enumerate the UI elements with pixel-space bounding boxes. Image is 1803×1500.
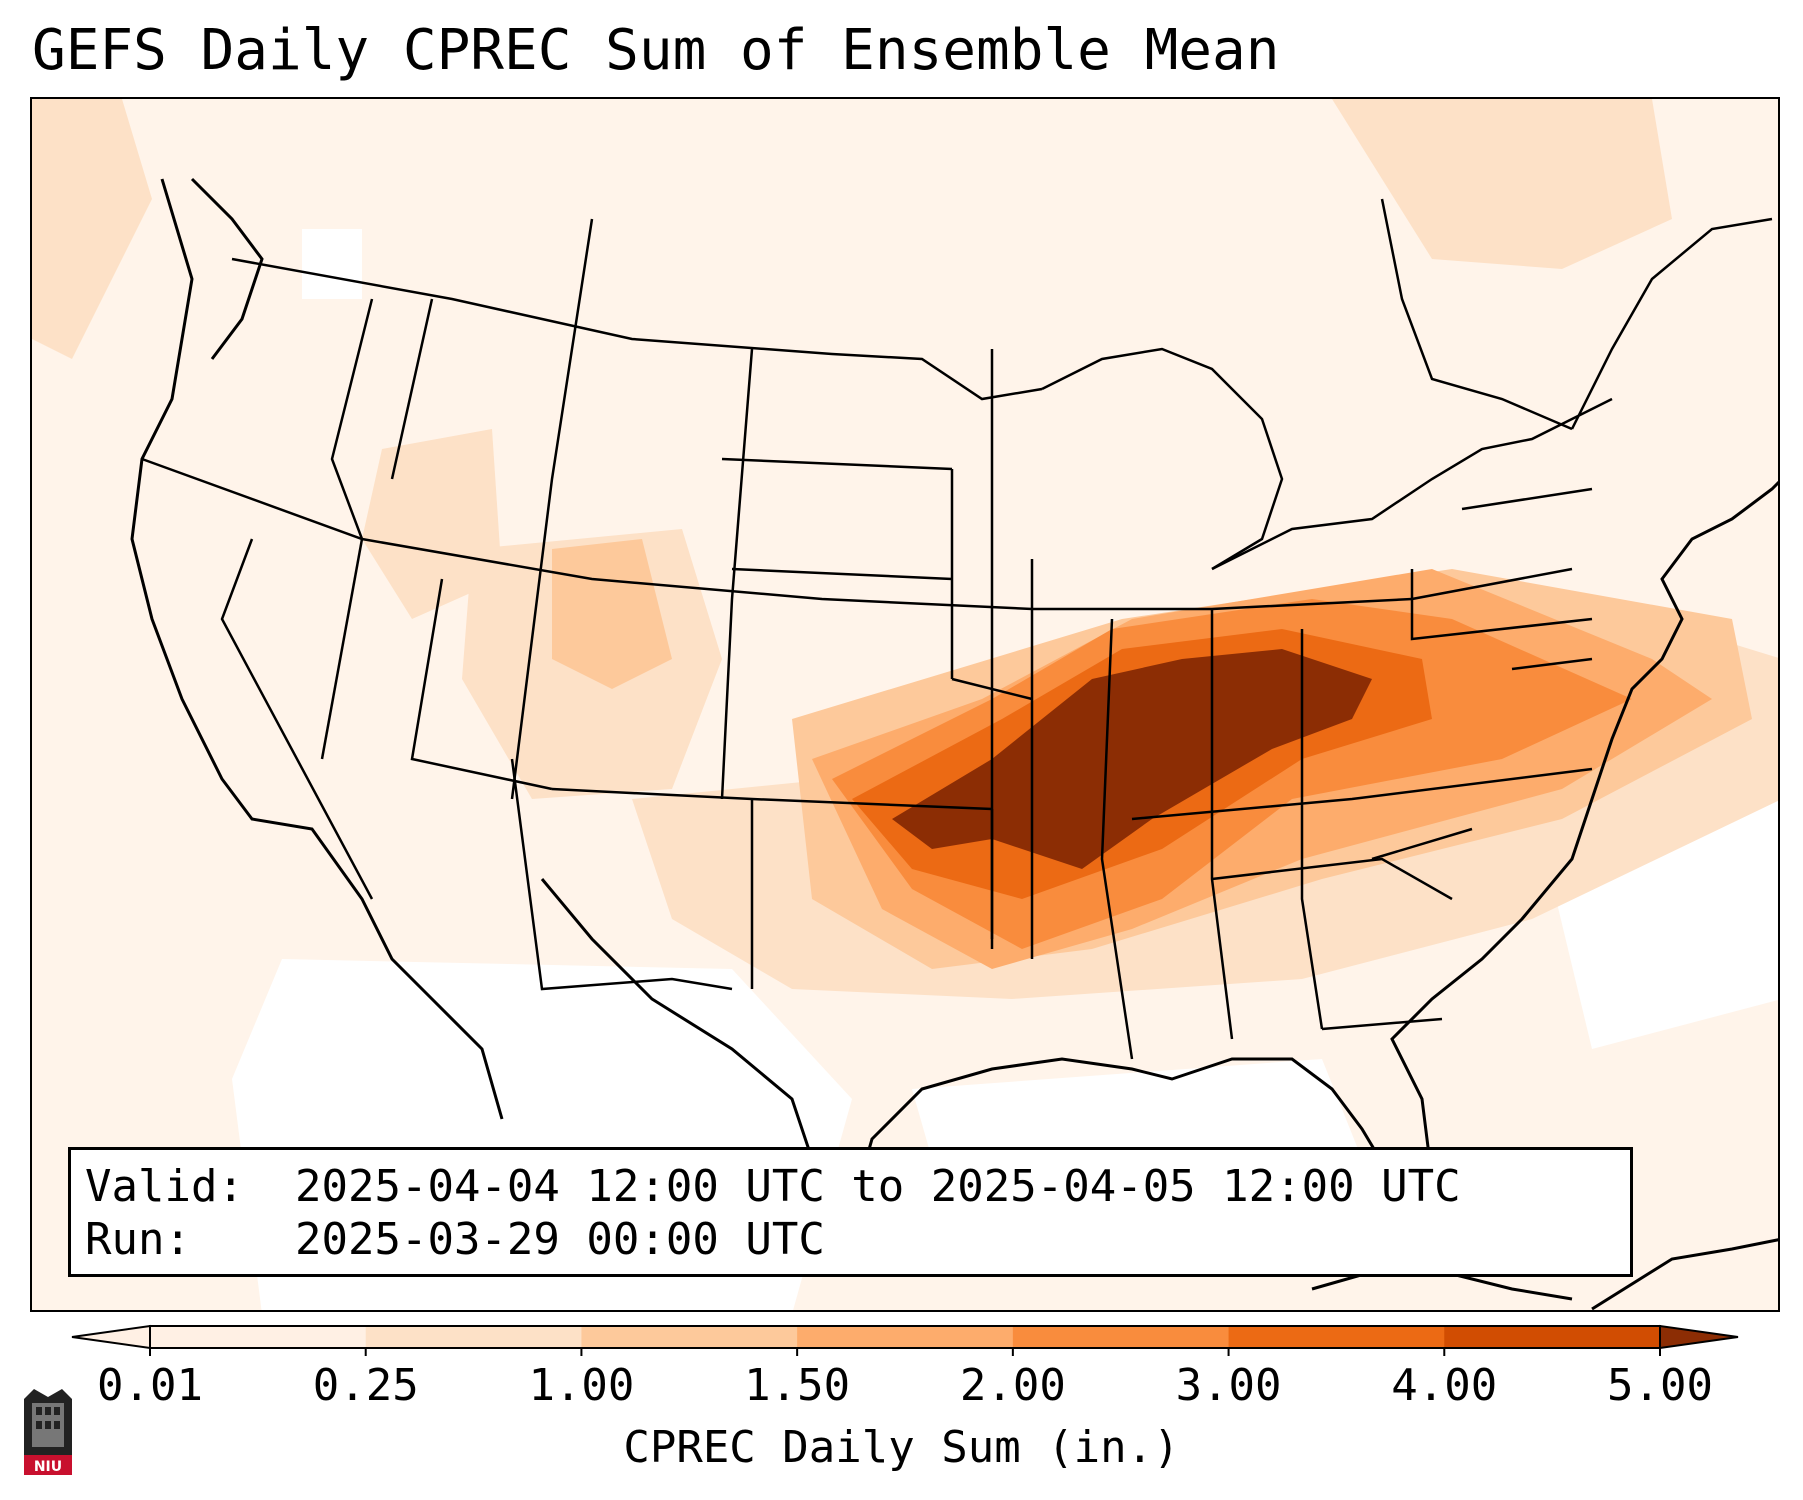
colorbar-tick-label: 2.00	[959, 1360, 1066, 1411]
colorbar-segment	[150, 1326, 367, 1348]
colorbar-tick-label: 1.50	[744, 1360, 851, 1411]
svg-text:NIU: NIU	[34, 1459, 62, 1475]
colorbar-tick-label: 1.00	[528, 1360, 635, 1411]
colorbar-segment	[1444, 1326, 1661, 1348]
colorbar-label: CPREC Daily Sum (in.)	[623, 1422, 1180, 1473]
run-label: Run:	[85, 1214, 191, 1265]
chart-title: GEFS Daily CPREC Sum of Ensemble Mean	[32, 18, 1280, 83]
run-time: 2025-03-29 00:00 UTC	[295, 1214, 825, 1265]
extreme-precip-areas	[892, 649, 1372, 869]
state-borders	[141, 198, 1773, 1060]
colorbar-tick-label: 3.00	[1175, 1360, 1282, 1411]
map-canvas	[32, 99, 1778, 1310]
colorbar-segment	[797, 1326, 1014, 1348]
niu-logo: NIU	[24, 1389, 72, 1475]
colorbar-segment	[1012, 1326, 1230, 1348]
colorbar-outline	[149, 1325, 1661, 1349]
colorbar-tick-label: 0.25	[312, 1360, 419, 1411]
colorbar	[71, 1324, 1739, 1356]
colorbar-segment	[365, 1326, 582, 1348]
valid-time-range: 2025-04-04 12:00 UTC to 2025-04-05 12:00…	[295, 1161, 1461, 1212]
valid-label: Valid:	[85, 1161, 244, 1212]
colorbar-extend-high	[1659, 1324, 1739, 1350]
colorbar-extend-low	[71, 1324, 151, 1350]
valid-run-info-box: Valid: 2025-04-04 12:00 UTC to 2025-04-05…	[68, 1147, 1633, 1277]
colorbar-tick-label: 5.00	[1607, 1360, 1713, 1411]
colorbar-segment	[1228, 1326, 1445, 1348]
colorbar-tick-label: 4.00	[1391, 1360, 1498, 1411]
colorbar-segment	[581, 1326, 798, 1348]
colorbar-tick-label: 0.01	[97, 1360, 203, 1411]
precip-map[interactable]	[30, 97, 1780, 1312]
